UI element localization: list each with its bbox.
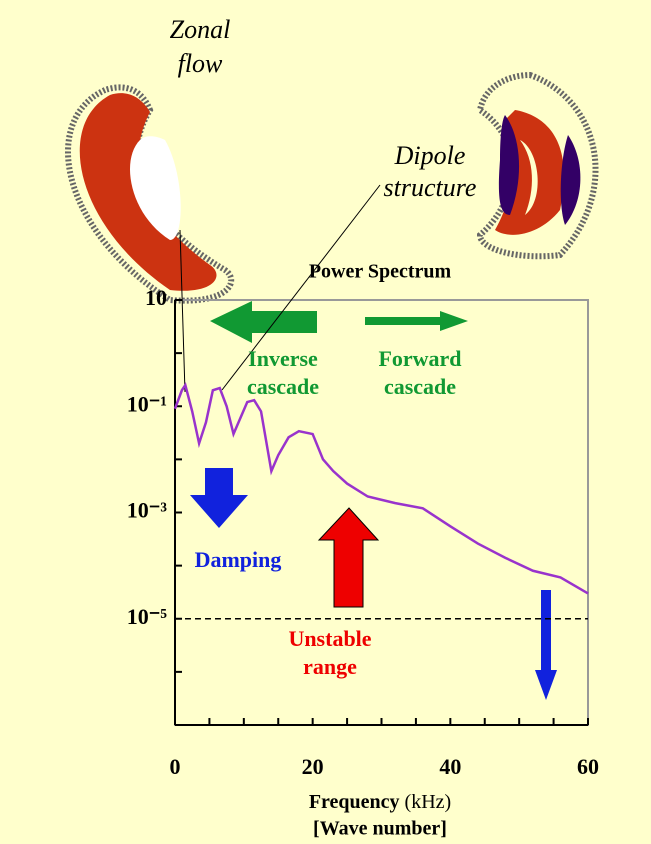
annotation: Forward (378, 346, 461, 371)
zonal-flow-image (65, 84, 235, 304)
x-tick-label: 60 (577, 754, 599, 779)
annotation: range (303, 654, 357, 679)
x-axis-label-2: [Wave number] (313, 818, 447, 840)
x-tick-label: 40 (439, 754, 461, 779)
x-axis-label: Frequency (kHz) (309, 791, 451, 813)
annotation: flow (178, 49, 223, 78)
annotation: Inverse (248, 346, 318, 371)
dipole-image (476, 71, 599, 260)
x-unit: (kHz) (405, 791, 452, 813)
annotation: Dipole (394, 141, 466, 170)
x-label: Frequency (309, 791, 400, 813)
y-tick-label: 10⁻³ (127, 498, 168, 523)
spectrum-line (173, 382, 589, 595)
pointer-line (221, 184, 381, 391)
y-tick-label: 10 (145, 285, 167, 310)
x-tick-label: 20 (302, 754, 324, 779)
annotation: cascade (384, 374, 456, 399)
annotation: Unstable (288, 626, 371, 651)
arrows (190, 301, 557, 700)
annotation: Zonal (170, 15, 231, 44)
y-tick-label: 10⁻¹ (127, 391, 167, 416)
annotation: Damping (195, 547, 282, 572)
annotation: cascade (247, 374, 319, 399)
y-tick-label: 10⁻⁵ (127, 604, 168, 629)
chart-title: Power Spectrum (309, 261, 452, 283)
x-tick-label: 0 (170, 754, 181, 779)
pointer-line (179, 229, 186, 393)
annotation: structure (384, 173, 477, 202)
